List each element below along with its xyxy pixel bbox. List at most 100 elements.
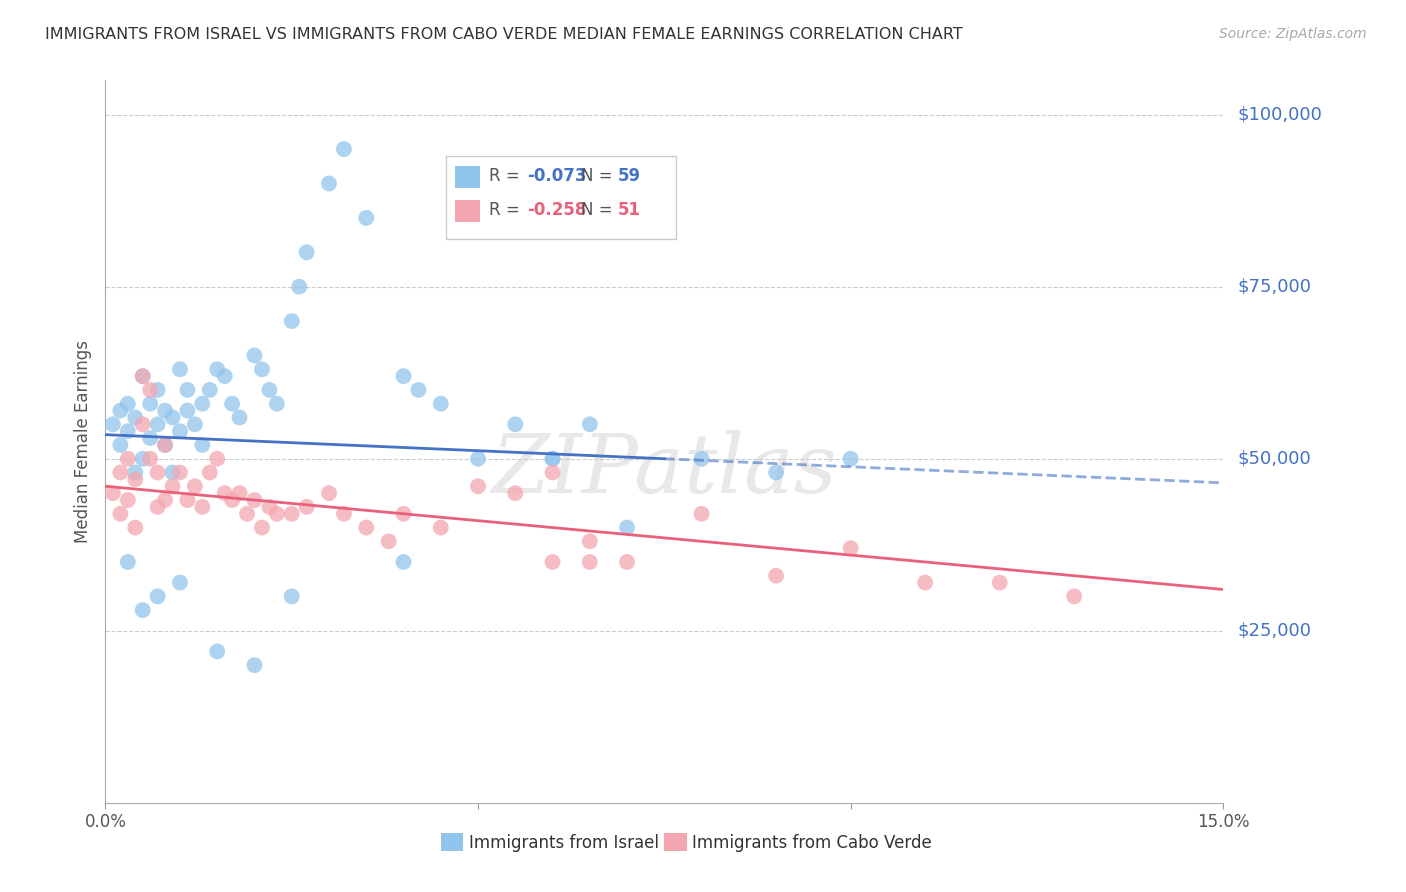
Point: [579, 534, 602, 549]
Point: [541, 451, 564, 466]
Point: [1063, 590, 1085, 604]
Point: [259, 500, 281, 514]
FancyBboxPatch shape: [441, 833, 463, 851]
Point: [295, 245, 318, 260]
Point: [169, 466, 191, 480]
Point: [616, 520, 638, 534]
Point: [243, 493, 266, 508]
Point: [221, 397, 243, 411]
Point: [503, 486, 526, 500]
Point: [117, 451, 139, 466]
Point: [281, 590, 304, 604]
Point: [214, 486, 236, 500]
Point: [117, 555, 139, 569]
Point: [579, 555, 602, 569]
Point: [110, 438, 132, 452]
Point: [139, 451, 162, 466]
Point: [146, 590, 169, 604]
Point: [139, 397, 162, 411]
Point: [132, 451, 155, 466]
Point: [132, 369, 155, 384]
Point: [354, 211, 377, 225]
Point: [228, 486, 250, 500]
Point: [117, 493, 139, 508]
Text: R =: R =: [489, 202, 524, 219]
Point: [110, 507, 132, 521]
Point: [169, 424, 191, 438]
Point: [132, 417, 155, 432]
Point: [146, 466, 169, 480]
FancyBboxPatch shape: [456, 166, 479, 188]
Point: [153, 438, 176, 452]
Point: [541, 466, 564, 480]
Point: [221, 493, 243, 508]
Point: [541, 451, 564, 466]
Point: [392, 555, 415, 569]
Point: [117, 397, 139, 411]
Text: -0.258: -0.258: [527, 202, 586, 219]
Point: [139, 431, 162, 445]
Point: [214, 369, 236, 384]
Point: [191, 397, 214, 411]
Point: [281, 314, 304, 328]
Point: [153, 403, 176, 417]
Text: Source: ZipAtlas.com: Source: ZipAtlas.com: [1219, 27, 1367, 41]
Point: [690, 507, 713, 521]
Point: [690, 451, 713, 466]
Point: [392, 369, 415, 384]
Text: $75,000: $75,000: [1237, 277, 1312, 296]
Point: [988, 575, 1011, 590]
Point: [839, 541, 862, 556]
Point: [295, 500, 318, 514]
Point: [579, 417, 602, 432]
Point: [146, 500, 169, 514]
Point: [839, 451, 862, 466]
Point: [146, 417, 169, 432]
Point: [243, 349, 266, 363]
Point: [250, 520, 273, 534]
Point: [503, 417, 526, 432]
Text: 51: 51: [617, 202, 640, 219]
Point: [333, 142, 356, 156]
Point: [124, 466, 146, 480]
Point: [430, 520, 453, 534]
Point: [318, 486, 340, 500]
Text: R =: R =: [489, 168, 524, 186]
Point: [124, 520, 146, 534]
Point: [318, 177, 340, 191]
Point: [259, 383, 281, 397]
FancyBboxPatch shape: [456, 200, 479, 222]
Point: [184, 479, 207, 493]
Point: [139, 383, 162, 397]
Point: [146, 383, 169, 397]
Point: [914, 575, 936, 590]
Point: [236, 507, 259, 521]
Point: [392, 507, 415, 521]
Text: IMMIGRANTS FROM ISRAEL VS IMMIGRANTS FROM CABO VERDE MEDIAN FEMALE EARNINGS CORR: IMMIGRANTS FROM ISRAEL VS IMMIGRANTS FRO…: [45, 27, 963, 42]
Point: [176, 403, 198, 417]
Point: [117, 424, 139, 438]
Point: [250, 362, 273, 376]
Point: [354, 520, 377, 534]
Point: [467, 451, 489, 466]
Text: $50,000: $50,000: [1237, 450, 1310, 467]
Point: [243, 658, 266, 673]
Point: [765, 568, 787, 582]
Point: [228, 410, 250, 425]
Point: [132, 369, 155, 384]
Point: [198, 466, 221, 480]
Point: [430, 397, 453, 411]
Point: [184, 417, 207, 432]
Text: N =: N =: [581, 168, 617, 186]
Point: [288, 279, 311, 293]
Point: [169, 362, 191, 376]
Text: Immigrants from Cabo Verde: Immigrants from Cabo Verde: [692, 833, 932, 852]
Point: [281, 507, 304, 521]
Point: [191, 438, 214, 452]
Text: N =: N =: [581, 202, 617, 219]
FancyBboxPatch shape: [665, 833, 686, 851]
Point: [205, 644, 228, 658]
Point: [132, 603, 155, 617]
Point: [176, 383, 198, 397]
Point: [266, 397, 288, 411]
